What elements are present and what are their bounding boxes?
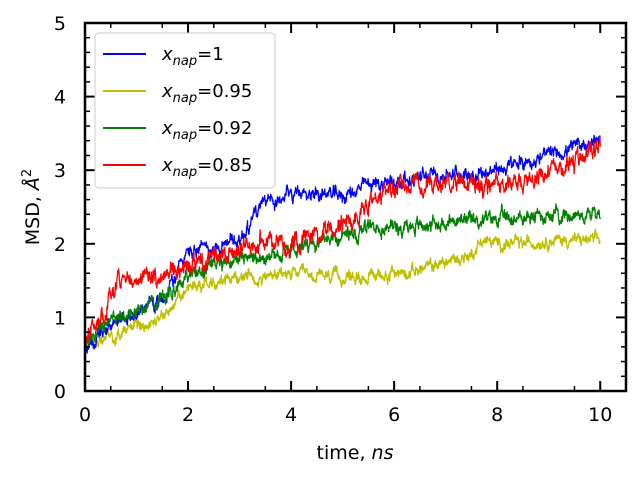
legend-label: xnap=0.85 [161, 155, 252, 180]
series-line-2 [85, 203, 601, 349]
y-axis-label-unit: Å [21, 177, 44, 192]
y-tick-label: 0 [54, 381, 66, 403]
y-axis-label: MSD, Å2 [20, 169, 44, 245]
y-tick-label: 2 [54, 234, 66, 256]
y-tick-label: 3 [54, 160, 66, 182]
x-tick-label: 4 [285, 404, 297, 426]
x-tick-label: 6 [388, 404, 400, 426]
legend-label: xnap=1 [161, 44, 224, 69]
x-axis-label-unit: ns [372, 442, 394, 464]
y-tick-label: 1 [54, 307, 66, 329]
y-axis-label-exponent: 2 [20, 169, 35, 177]
y-tick-label: 4 [54, 87, 66, 109]
series-line-3 [85, 135, 601, 345]
x-tick-label: 2 [182, 404, 194, 426]
x-tick-label: 10 [588, 404, 612, 426]
series-line-0 [85, 134, 601, 354]
legend-label: xnap=0.95 [161, 81, 252, 106]
plot-frame [83, 21, 628, 393]
x-axis-label: time, ns [317, 442, 394, 464]
x-tick-label: 8 [491, 404, 503, 426]
x-tick-label: 0 [79, 404, 91, 426]
series-layer [85, 134, 601, 354]
legend: xnap=1 xnap=0.95 xnap=0.92 xnap=0.85 [94, 32, 276, 189]
legend-box [94, 32, 276, 189]
x-axis-label-main: time, [317, 442, 372, 464]
y-tick-label: 5 [54, 13, 66, 35]
legend-label: xnap=0.92 [161, 118, 252, 143]
y-axis-label-main: MSD, [22, 190, 44, 245]
ticks-layer: 0 2 4 6 8 10 0 1 2 3 4 5 [54, 13, 626, 426]
series-line-1 [85, 228, 601, 350]
